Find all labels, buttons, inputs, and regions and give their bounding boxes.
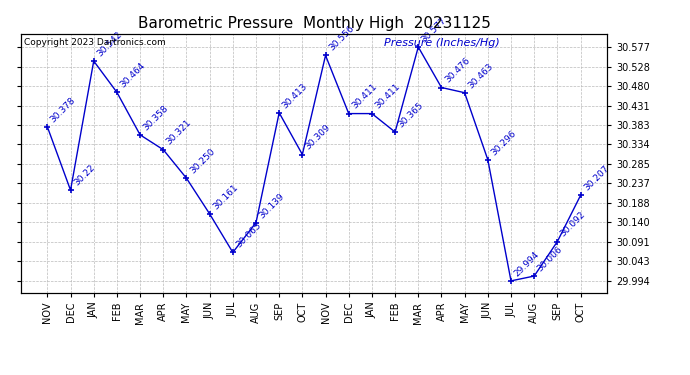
- Text: 30.542: 30.542: [95, 30, 124, 58]
- Text: 30.476: 30.476: [443, 56, 471, 85]
- Text: 30.250: 30.250: [188, 147, 217, 176]
- Text: 30.358: 30.358: [141, 104, 170, 132]
- Text: 30.22: 30.22: [72, 163, 97, 188]
- Text: 30.413: 30.413: [281, 81, 309, 110]
- Text: 29.994: 29.994: [513, 249, 541, 278]
- Text: 30.365: 30.365: [397, 100, 425, 129]
- Text: 30.296: 30.296: [489, 128, 518, 157]
- Text: 30.463: 30.463: [466, 61, 495, 90]
- Text: 30.464: 30.464: [118, 61, 147, 90]
- Text: 30.161: 30.161: [211, 182, 239, 211]
- Text: 30.411: 30.411: [373, 82, 402, 111]
- Text: 30.065: 30.065: [234, 221, 263, 250]
- Text: 30.309: 30.309: [304, 123, 333, 152]
- Title: Barometric Pressure  Monthly High  20231125: Barometric Pressure Monthly High 2023112…: [137, 16, 491, 31]
- Text: 30.556: 30.556: [327, 24, 355, 52]
- Text: 30.006: 30.006: [535, 244, 564, 273]
- Text: Copyright 2023 Dartronics.com: Copyright 2023 Dartronics.com: [23, 38, 166, 46]
- Text: 30.577: 30.577: [420, 15, 448, 44]
- Text: 30.092: 30.092: [559, 210, 587, 239]
- Text: 30.378: 30.378: [49, 95, 77, 124]
- Text: 30.139: 30.139: [257, 191, 286, 220]
- Text: 30.207: 30.207: [582, 164, 611, 193]
- Text: 30.411: 30.411: [350, 82, 379, 111]
- Text: Pressure (Inches/Hg): Pressure (Inches/Hg): [384, 38, 500, 48]
- Text: 30.321: 30.321: [165, 118, 193, 147]
